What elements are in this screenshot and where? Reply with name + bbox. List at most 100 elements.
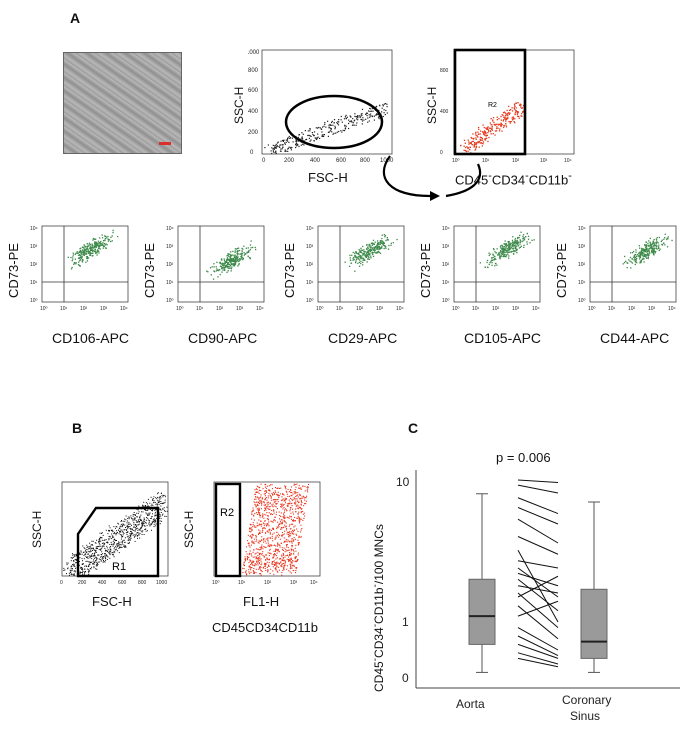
- event-dot: [249, 535, 251, 537]
- gate1-xtick: 600: [336, 158, 347, 164]
- event-dot: [121, 546, 123, 548]
- event-dot: [70, 573, 72, 575]
- event-dot: [517, 237, 519, 239]
- event-dot: [234, 263, 237, 265]
- event-dot: [259, 530, 261, 532]
- event-dot: [372, 243, 374, 246]
- event-dot: [274, 568, 276, 570]
- event-dot: [162, 496, 164, 498]
- b1-xtick: 800: [138, 580, 147, 586]
- event-dot: [270, 520, 272, 522]
- event-dot: [517, 102, 519, 104]
- marker-plot-dots: [344, 234, 398, 272]
- marker-plot-xtick: 10³: [512, 306, 520, 312]
- event-dot: [623, 261, 626, 264]
- event-dot: [342, 129, 344, 131]
- event-dot: [92, 563, 93, 565]
- event-dot: [161, 520, 163, 522]
- event-dot: [284, 563, 286, 565]
- event-dot: [134, 524, 136, 525]
- event-dot: [494, 134, 496, 136]
- event-dot: [119, 546, 120, 548]
- event-dot: [273, 148, 275, 150]
- event-dot: [502, 248, 504, 251]
- event-dot: [284, 564, 286, 566]
- event-dot: [511, 117, 513, 119]
- event-dot: [500, 124, 502, 127]
- event-dot: [295, 500, 297, 502]
- event-dot: [509, 109, 511, 111]
- event-dot: [82, 545, 84, 547]
- event-dot: [267, 545, 269, 547]
- event-dot: [86, 565, 87, 567]
- event-dot: [81, 246, 84, 248]
- event-dot: [82, 573, 83, 575]
- event-dot: [263, 513, 265, 515]
- event-dot: [269, 494, 271, 496]
- event-dot: [73, 575, 75, 576]
- box: [580, 588, 608, 659]
- event-dot: [257, 533, 259, 535]
- event-dot: [89, 247, 91, 249]
- event-dot: [79, 561, 80, 562]
- event-dot: [288, 535, 290, 537]
- event-dot: [369, 244, 371, 246]
- event-dot: [264, 528, 266, 530]
- event-dot: [500, 125, 502, 128]
- event-dot: [505, 254, 507, 256]
- event-dot: [292, 553, 294, 555]
- event-dot: [261, 498, 263, 500]
- event-dot: [519, 239, 521, 241]
- event-dot: [515, 107, 517, 109]
- event-dot: [155, 523, 157, 525]
- event-dot: [283, 541, 285, 543]
- event-dot: [152, 508, 154, 510]
- event-dot: [655, 243, 657, 245]
- event-dot: [104, 539, 106, 541]
- event-dot: [504, 116, 506, 118]
- event-dot: [164, 494, 166, 496]
- event-dot: [265, 523, 267, 525]
- event-dot: [362, 264, 364, 266]
- event-dot: [297, 515, 299, 517]
- event-dot: [262, 530, 264, 532]
- event-dot: [263, 501, 265, 503]
- event-dot: [387, 239, 389, 241]
- gate2-xtick: 10¹: [482, 158, 490, 164]
- event-dot: [75, 262, 77, 264]
- event-dot: [127, 518, 129, 519]
- event-dot: [111, 553, 113, 555]
- event-dot: [384, 114, 386, 116]
- event-dot: [140, 530, 142, 532]
- event-dot: [506, 109, 508, 112]
- event-dot: [224, 262, 226, 264]
- event-dot: [498, 252, 500, 254]
- event-dot: [260, 514, 262, 516]
- event-dot: [64, 569, 66, 571]
- event-dot: [517, 244, 520, 246]
- event-dot: [259, 553, 261, 555]
- event-dot: [304, 485, 306, 487]
- event-dot: [272, 503, 274, 505]
- event-dot: [294, 489, 296, 491]
- event-dot: [134, 517, 136, 519]
- event-dot: [73, 554, 75, 555]
- event-dot: [89, 549, 91, 551]
- event-dot: [488, 263, 490, 266]
- event-dot: [290, 515, 292, 517]
- event-dot: [475, 131, 477, 133]
- paired-line: [517, 578, 559, 612]
- event-dot: [128, 526, 129, 528]
- event-dot: [488, 127, 491, 129]
- event-dot: [650, 246, 652, 249]
- event-dot: [474, 143, 476, 145]
- event-dot: [88, 242, 91, 244]
- event-dot: [386, 112, 388, 114]
- event-dot: [260, 558, 262, 560]
- event-dot: [477, 136, 479, 138]
- event-dot: [70, 256, 72, 259]
- event-dot: [86, 260, 89, 262]
- event-dot: [255, 488, 257, 490]
- event-dot: [503, 255, 505, 258]
- event-dot: [276, 145, 278, 148]
